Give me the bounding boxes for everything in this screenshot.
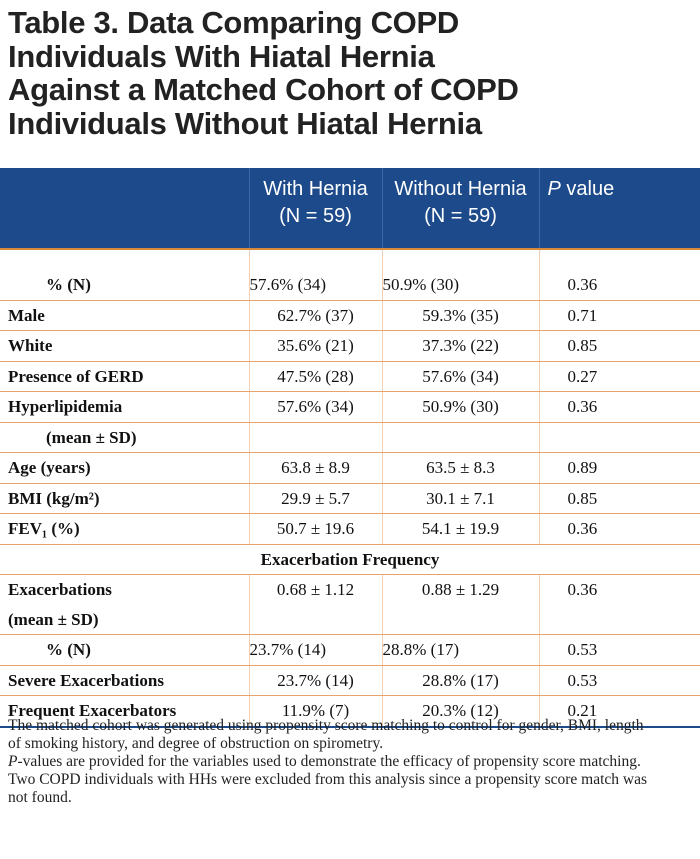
footnote-matching: The matched cohort was generated using p… xyxy=(8,717,644,752)
cell-p-value: 0.36 xyxy=(538,391,700,423)
cell-without-hernia: 37.3% (22) xyxy=(381,330,539,362)
header-without-hernia-n: (N = 59) xyxy=(424,205,497,227)
table-row: (mean ± SD) xyxy=(0,604,700,635)
row-label: Severe Exacerbations xyxy=(0,665,249,696)
row-label: FEV₁ (%) xyxy=(0,513,249,545)
row-label: Frequent Exacerbators xyxy=(0,695,249,728)
header-with-hernia: With Hernia (N = 59) xyxy=(248,168,382,250)
cell-with-hernia: 50.7 ± 19.6 xyxy=(248,513,382,545)
header-with-hernia-label: With Hernia xyxy=(263,178,368,200)
table-row: Age (years) 63.8 ± 8.9 63.5 ± 8.3 0.89 xyxy=(0,452,700,484)
header-with-hernia-n: (N = 59) xyxy=(279,205,352,227)
section-label: (mean ± SD) xyxy=(0,422,249,453)
cell-without-hernia: 50.9% (30) xyxy=(381,391,539,423)
cell-p-value: 0.85 xyxy=(538,330,700,362)
table-row: % (N) 23.7% (14) 28.8% (17) 0.53 xyxy=(0,634,700,666)
cell-with-hernia: 63.8 ± 8.9 xyxy=(248,452,382,484)
cell-p-value: 0.36 xyxy=(538,513,700,545)
cell-without-hernia: 30.1 ± 7.1 xyxy=(381,483,539,514)
footnote-p-italic: P xyxy=(8,753,18,770)
spacer-row xyxy=(0,249,700,270)
table-row: FEV₁ (%) 50.7 ± 19.6 54.1 ± 19.9 0.36 xyxy=(0,513,700,545)
cell-with-hernia: 23.7% (14) xyxy=(248,634,382,666)
row-label: Age (years) xyxy=(0,452,249,484)
row-label: Male xyxy=(0,300,249,331)
section-header-row: Exacerbation Frequency xyxy=(0,544,700,575)
row-label: BMI (kg/m²) xyxy=(0,483,249,514)
cell-without-hernia: 0.88 ± 1.29 xyxy=(381,574,539,605)
header-p-value: P value xyxy=(538,168,700,250)
cell-p-value: 0.53 xyxy=(538,665,700,696)
row-label: Hyperlipidemia xyxy=(0,391,249,423)
cell-p-value: 0.53 xyxy=(538,634,700,666)
cell-p-value: 0.85 xyxy=(538,483,700,514)
footnote-p-rest: -values are provided for the variables u… xyxy=(17,753,641,770)
cell-with-hernia: 47.5% (28) xyxy=(248,361,382,392)
header-p-italic: P xyxy=(547,178,561,200)
cell-without-hernia: 28.8% (17) xyxy=(381,665,539,696)
cell-with-hernia: 0.68 ± 1.12 xyxy=(248,574,382,605)
cell-with-hernia: 57.6% (34) xyxy=(248,270,382,301)
header-p-rest: value xyxy=(560,178,615,200)
cell-with-hernia: 11.9% (7) xyxy=(248,695,382,728)
cell-with-hernia: 35.6% (21) xyxy=(248,330,382,362)
table-row: Exacerbations 0.68 ± 1.12 0.88 ± 1.29 0.… xyxy=(0,574,700,605)
table-title: Table 3. Data Comparing COPD Individuals… xyxy=(8,5,519,141)
row-label: % (N) xyxy=(0,270,249,301)
cell-without-hernia: 63.5 ± 8.3 xyxy=(381,452,539,484)
footnote-p-values: P-values are provided for the variables … xyxy=(8,753,658,771)
cell-p-value: 0.71 xyxy=(538,300,700,331)
row-label: Exacerbations xyxy=(8,580,112,599)
table-header-row: With Hernia (N = 59) Without Hernia (N =… xyxy=(0,168,700,250)
table-row: Frequent Exacerbators 11.9% (7) 20.3% (1… xyxy=(0,695,700,728)
table-row: % (N) 57.6% (34) 50.9% (30) 0.36 xyxy=(0,270,700,301)
cell-with-hernia: 62.7% (37) xyxy=(248,300,382,331)
table-row: Severe Exacerbations 23.7% (14) 28.8% (1… xyxy=(0,665,700,696)
header-without-hernia: Without Hernia (N = 59) xyxy=(381,168,539,250)
cell-p-value: 0.36 xyxy=(538,574,700,605)
table-row: Presence of GERD 47.5% (28) 57.6% (34) 0… xyxy=(0,361,700,392)
table-row: Hyperlipidemia 57.6% (34) 50.9% (30) 0.3… xyxy=(0,391,700,423)
cell-without-hernia: 50.9% (30) xyxy=(381,270,539,301)
cell-without-hernia: 59.3% (35) xyxy=(381,300,539,331)
section-row: (mean ± SD) xyxy=(0,422,700,453)
cell-without-hernia: 20.3% (12) xyxy=(381,695,539,728)
row-label: % (N) xyxy=(0,634,249,666)
cell-p-value: 0.36 xyxy=(538,270,700,301)
row-label: (mean ± SD) xyxy=(0,604,249,635)
data-table: With Hernia (N = 59) Without Hernia (N =… xyxy=(0,168,700,728)
cell-without-hernia: 54.1 ± 19.9 xyxy=(381,513,539,545)
table-footnotes: The matched cohort was generated using p… xyxy=(8,717,658,807)
row-label: Presence of GERD xyxy=(0,361,249,392)
cell-p-value: 0.89 xyxy=(538,452,700,484)
cell-without-hernia: 57.6% (34) xyxy=(381,361,539,392)
table-row: Male 62.7% (37) 59.3% (35) 0.71 xyxy=(0,300,700,331)
row-label: White xyxy=(0,330,249,362)
cell-p-value: 0.21 xyxy=(538,695,700,728)
header-empty-cell xyxy=(0,168,249,250)
footnote-excluded: Two COPD individuals with HHs were exclu… xyxy=(8,771,648,806)
cell-without-hernia: 28.8% (17) xyxy=(381,634,539,666)
header-without-hernia-label: Without Hernia xyxy=(394,178,527,200)
cell-with-hernia: 29.9 ± 5.7 xyxy=(248,483,382,514)
table-row: White 35.6% (21) 37.3% (22) 0.85 xyxy=(0,330,700,362)
cell-with-hernia: 23.7% (14) xyxy=(248,665,382,696)
table-row: BMI (kg/m²) 29.9 ± 5.7 30.1 ± 7.1 0.85 xyxy=(0,483,700,514)
cell-with-hernia: 57.6% (34) xyxy=(248,391,382,423)
section-heading: Exacerbation Frequency xyxy=(0,544,700,575)
cell-p-value: 0.27 xyxy=(538,361,700,392)
